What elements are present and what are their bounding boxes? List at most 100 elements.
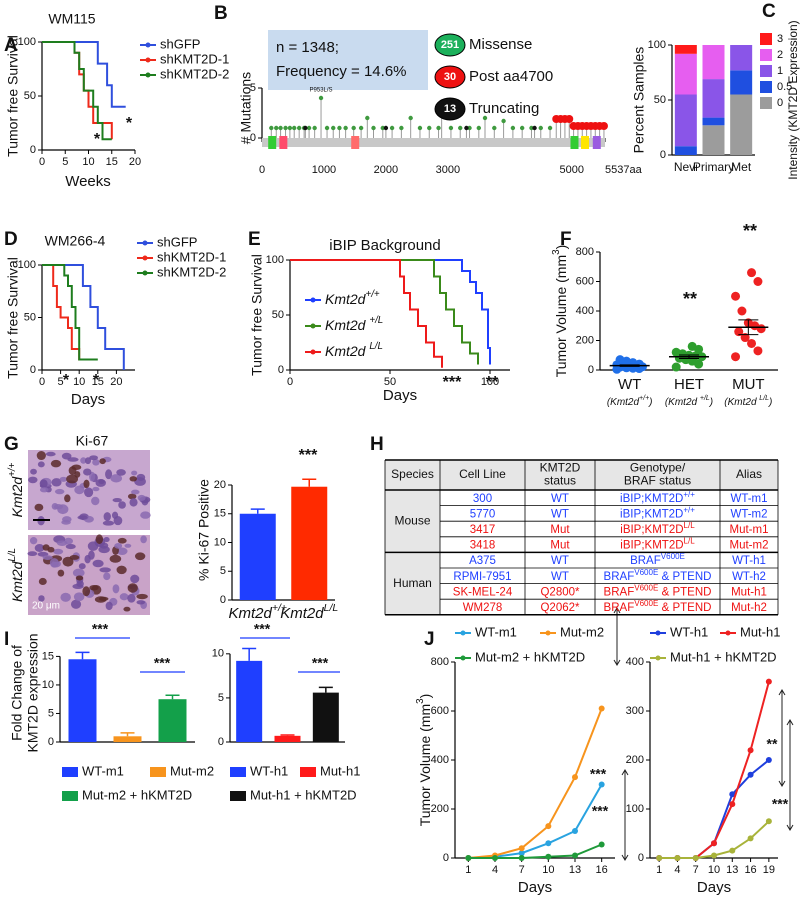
series-line — [42, 41, 113, 140]
text-part: ) — [553, 245, 569, 250]
lollipop-head — [408, 115, 413, 121]
cell-nucleus — [57, 569, 65, 577]
cell-nucleus — [69, 555, 80, 560]
series-line — [468, 708, 603, 859]
series-line — [468, 843, 603, 859]
lollipop-head — [436, 125, 441, 131]
table-cell: WT-h1 — [732, 555, 766, 567]
legend-label: Mut-m2 + hKMT2D — [82, 787, 192, 802]
x-tick-label: Nevi — [674, 160, 698, 174]
series-line — [42, 264, 91, 361]
legend-swatch — [230, 791, 246, 801]
cell-nucleus — [75, 575, 84, 581]
data-point — [747, 268, 757, 278]
y-tick-label: 0 — [250, 132, 256, 144]
cell-nucleus — [134, 477, 146, 486]
x-tick-label: 0 — [39, 376, 45, 388]
x-axis-label: Days — [383, 387, 417, 404]
text-part: ) — [417, 694, 433, 699]
panel-label: A — [4, 35, 18, 56]
bar — [291, 486, 328, 600]
legend-label: shKMT2D-1 — [160, 51, 229, 66]
cell-nucleus — [137, 494, 146, 501]
lollipop-head — [476, 125, 482, 131]
data-point — [572, 828, 578, 835]
y-tick-label: 0 — [588, 364, 594, 376]
annotation: ** — [743, 221, 757, 241]
cell-nucleus — [112, 498, 122, 503]
table-cell: WT-m2 — [730, 508, 767, 520]
annotation: *** — [443, 374, 462, 391]
y-tick-label: 0 — [278, 364, 284, 376]
annotation: *** — [254, 621, 271, 637]
table-cell: SK-MEL-24 — [453, 586, 513, 598]
lollipop-head — [318, 95, 324, 101]
lollipop-head — [343, 125, 348, 131]
y-tick-label: 100 — [626, 803, 644, 815]
error-bar — [738, 319, 759, 336]
data-point — [598, 705, 605, 712]
bar-segment — [702, 79, 725, 118]
x-tick-label: 5 — [58, 376, 64, 388]
series-line — [468, 784, 603, 859]
chart-title: WM266-4 — [45, 233, 106, 249]
chart-title: iBIP Background — [329, 237, 440, 254]
data-point — [747, 835, 754, 842]
lollipop-head — [351, 125, 356, 131]
cell-nucleus — [103, 537, 110, 543]
table-cell: Mut-h2 — [731, 602, 767, 614]
x-tick-label: 20 — [129, 156, 141, 168]
table-cell: Q2062* — [540, 602, 580, 614]
lollipop-head — [337, 125, 342, 131]
bar — [274, 735, 301, 742]
y-axis-label: Percent Samples — [631, 47, 647, 154]
bar-segment — [702, 125, 725, 155]
cell-nucleus — [123, 606, 131, 612]
y-tick-label: 100 — [266, 254, 284, 266]
legend-badge — [434, 97, 466, 121]
cell-nucleus — [119, 593, 129, 601]
cell-nucleus — [77, 515, 88, 520]
cell-nucleus — [92, 559, 104, 568]
bar — [236, 660, 263, 742]
cell-nucleus — [83, 479, 90, 489]
lollipop-head — [510, 125, 516, 131]
annotation: * — [126, 115, 133, 132]
protein-domain — [581, 136, 590, 149]
x-tick-label: 5 — [62, 156, 68, 168]
table-cell: 3418 — [470, 540, 496, 552]
cell-nucleus — [83, 468, 92, 476]
protein-domain — [279, 136, 288, 149]
data-point — [518, 845, 525, 852]
cell-nucleus — [73, 592, 85, 602]
cell-nucleus — [103, 512, 111, 522]
annotation: *** — [154, 655, 171, 671]
data-point — [731, 352, 741, 362]
y-tick-label: 400 — [431, 754, 449, 766]
cell-nucleus — [112, 584, 120, 594]
legend-swatch — [760, 65, 772, 77]
bar-segment — [702, 45, 725, 80]
series-line — [290, 259, 479, 365]
legend-label: WT-h1 — [670, 624, 708, 639]
cell-nucleus — [116, 469, 126, 476]
cell-nucleus — [30, 468, 37, 475]
error-bar — [619, 364, 640, 367]
text-part: (Kmt2d — [724, 397, 759, 408]
cell-nucleus — [140, 535, 147, 544]
x-tick-label: Primary — [693, 160, 734, 174]
x-tick-label: Kmt2d+/+ — [228, 602, 287, 622]
annotation: P953L/S — [310, 88, 333, 94]
x-tick-label: 7 — [519, 864, 525, 876]
y-axis-label: Tumor free Survival — [5, 257, 21, 379]
x-tick-label: 100 — [481, 376, 499, 388]
cell-nucleus — [51, 478, 62, 487]
legend-label: Kmt2d +/L — [325, 315, 383, 333]
series-line — [42, 41, 126, 108]
legend-label: shGFP — [157, 234, 197, 249]
x-tick-label: 4 — [492, 864, 498, 876]
data-point — [765, 678, 772, 685]
legend-marker — [145, 57, 151, 63]
table-cell: Mut-h1 — [731, 586, 767, 598]
cell-nucleus — [85, 457, 92, 465]
